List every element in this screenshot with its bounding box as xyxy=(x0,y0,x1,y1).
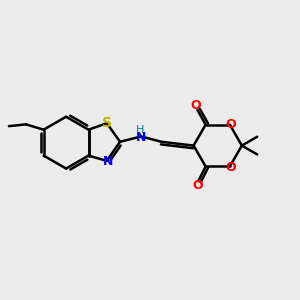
Text: S: S xyxy=(102,116,112,130)
Text: N: N xyxy=(103,155,113,168)
Text: N: N xyxy=(136,131,146,144)
Text: O: O xyxy=(225,118,236,130)
Text: O: O xyxy=(225,160,236,174)
Text: O: O xyxy=(190,99,201,112)
Text: O: O xyxy=(192,179,203,192)
Text: H: H xyxy=(136,125,145,135)
